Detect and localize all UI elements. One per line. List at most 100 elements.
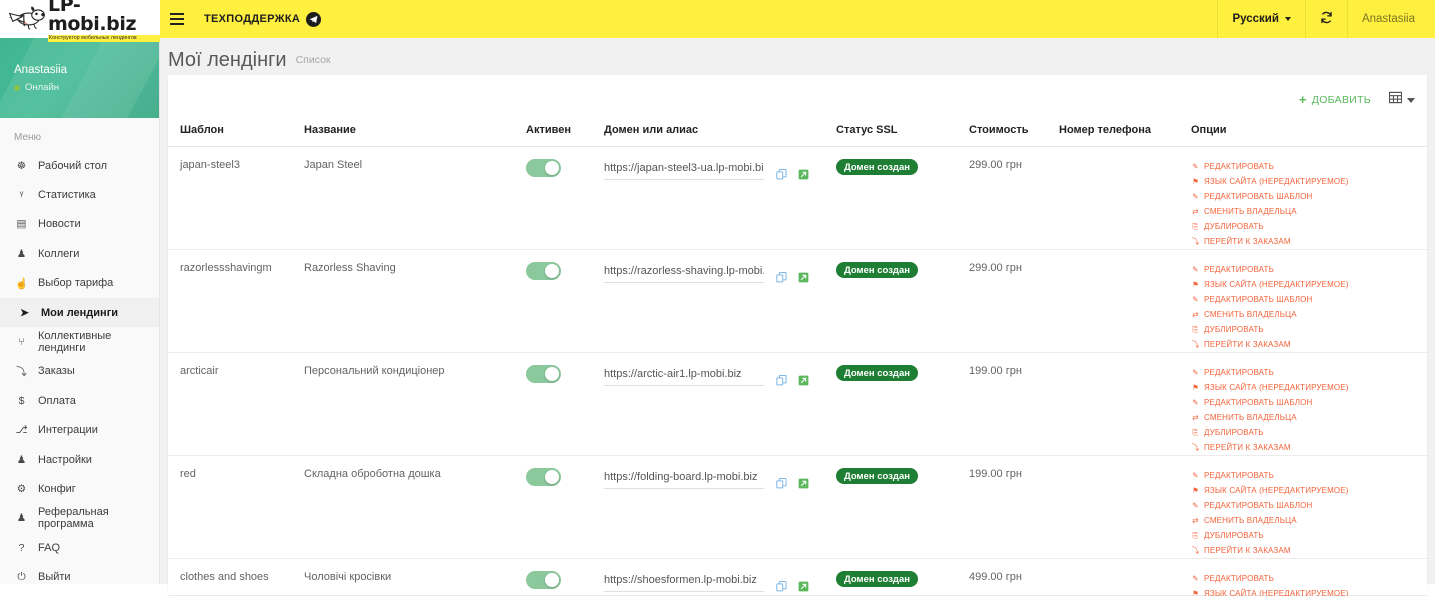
newspaper-icon: ▤ bbox=[14, 218, 29, 230]
sidebar-item-10[interactable]: ♟Настройки bbox=[0, 445, 159, 474]
share-icon: ⑂ bbox=[14, 336, 29, 348]
sidebar-item-4[interactable]: ☝Выбор тарифа bbox=[0, 269, 159, 298]
option-exchange-3[interactable]: ⇄СМЕНИТЬ ВЛАДЕЛЬЦА bbox=[1191, 204, 1427, 219]
active-toggle[interactable] bbox=[526, 159, 561, 177]
sidebar-item-14[interactable]: ⏻Выйти bbox=[0, 562, 159, 591]
sidebar-item-2[interactable]: ▤ Новости bbox=[0, 210, 159, 239]
user-gear-icon: ♟ bbox=[14, 454, 29, 466]
option-exchange-3[interactable]: ⇄СМЕНИТЬ ВЛАДЕЛЬЦА bbox=[1191, 410, 1427, 425]
copy-domain-icon[interactable] bbox=[776, 263, 787, 283]
sidebar-item-9[interactable]: ⎇Интеграции bbox=[0, 416, 159, 445]
flag-icon: ⚑ bbox=[1191, 483, 1200, 498]
option-edit-0[interactable]: ✎РЕДАКТИРОВАТЬ bbox=[1191, 468, 1427, 483]
active-toggle[interactable] bbox=[526, 365, 561, 383]
open-domain-icon[interactable] bbox=[798, 469, 809, 489]
open-domain-icon[interactable] bbox=[798, 263, 809, 283]
columns-toggle-button[interactable] bbox=[1389, 91, 1415, 109]
hamburger-icon[interactable] bbox=[160, 0, 194, 38]
copy-domain-icon[interactable] bbox=[776, 160, 787, 180]
sidebar-item-5[interactable]: ➤Мои лендинги bbox=[0, 298, 159, 327]
support-link[interactable]: ТЕХПОДДЕРЖКА bbox=[204, 12, 321, 27]
option-copy-4[interactable]: ⎘ДУБЛИРОВАТЬ bbox=[1191, 219, 1427, 234]
sidebar-item-3[interactable]: ♟Коллеги bbox=[0, 239, 159, 268]
sidebar-item-0[interactable]: ☸Рабочий стол bbox=[0, 151, 159, 180]
refresh-button[interactable] bbox=[1306, 0, 1347, 38]
option-cart-5[interactable]: ⤵ПЕРЕЙТИ К ЗАКАЗАМ bbox=[1191, 543, 1427, 558]
copy-domain-icon[interactable] bbox=[776, 469, 787, 489]
add-landing-button[interactable]: + ДОБАВИТЬ bbox=[1299, 94, 1371, 106]
option-exchange-3[interactable]: ⇄СМЕНИТЬ ВЛАДЕЛЬЦА bbox=[1191, 513, 1427, 528]
option-label: ЯЗЫК САЙТА (НЕРЕДАКТИРУЕМОЕ) bbox=[1204, 483, 1349, 498]
cell-options: ✎РЕДАКТИРОВАТЬ⚑ЯЗЫК САЙТА (НЕРЕДАКТИРУЕМ… bbox=[1191, 147, 1427, 250]
option-flag-1[interactable]: ⚑ ЯЗЫК САЙТА (НЕРЕДАКТИРУЕМОЕ) bbox=[1191, 483, 1427, 498]
option-edit-2[interactable]: ✎РЕДАКТИРОВАТЬ ШАБЛОН bbox=[1191, 498, 1427, 513]
open-domain-icon[interactable] bbox=[798, 572, 809, 592]
table-header-5: Стоимость bbox=[969, 124, 1059, 147]
domain-input[interactable] bbox=[604, 262, 764, 283]
option-copy-4[interactable]: ⎘ДУБЛИРОВАТЬ bbox=[1191, 425, 1427, 440]
option-label: СМЕНИТЬ ВЛАДЕЛЬЦА bbox=[1204, 204, 1297, 219]
cell-ssl-status: Домен создан bbox=[836, 559, 969, 596]
option-label: РЕДАКТИРОВАТЬ ШАБЛОН bbox=[1204, 189, 1312, 204]
option-label: РЕДАКТИРОВАТЬ bbox=[1204, 262, 1274, 277]
table-header-2: Активен bbox=[526, 124, 604, 147]
option-edit-2[interactable]: ✎РЕДАКТИРОВАТЬ ШАБЛОН bbox=[1191, 189, 1427, 204]
table-header-3: Домен или алиас bbox=[604, 124, 836, 147]
copy-domain-icon[interactable] bbox=[776, 572, 787, 592]
sidebar-item-11[interactable]: ⚙Конфиг bbox=[0, 474, 159, 503]
option-edit-0[interactable]: ✎РЕДАКТИРОВАТЬ bbox=[1191, 365, 1427, 380]
option-cart-5[interactable]: ⤵ПЕРЕЙТИ К ЗАКАЗАМ bbox=[1191, 234, 1427, 249]
option-exchange-3[interactable]: ⇄СМЕНИТЬ ВЛАДЕЛЬЦА bbox=[1191, 307, 1427, 322]
option-edit-0[interactable]: ✎РЕДАКТИРОВАТЬ bbox=[1191, 159, 1427, 174]
sidebar-item-7[interactable]: ⤵Заказы bbox=[0, 357, 159, 386]
copy-domain-icon[interactable] bbox=[776, 366, 787, 386]
option-flag-1[interactable]: ⚑ЯЗЫК САЙТА (НЕРЕДАКТИРУЕМОЕ) bbox=[1191, 380, 1427, 395]
sidebar-item-6[interactable]: ⑂Коллективные лендинги bbox=[0, 327, 159, 356]
option-cart-5[interactable]: ⤵ПЕРЕЙТИ К ЗАКАЗАМ bbox=[1191, 440, 1427, 455]
language-selector[interactable]: Русский bbox=[1218, 0, 1304, 38]
option-edit-2[interactable]: ✎РЕДАКТИРОВАТЬ ШАБЛОН bbox=[1191, 292, 1427, 307]
refresh-icon bbox=[1320, 11, 1333, 27]
logo[interactable]: LP-mobi.biz Конструктор мобильных лендин… bbox=[0, 0, 160, 38]
domain-input[interactable] bbox=[604, 468, 764, 489]
cell-template: clothes and shoes bbox=[168, 559, 304, 596]
option-edit-0[interactable]: ✎РЕДАКТИРОВАТЬ bbox=[1191, 262, 1427, 277]
sidebar-item-label: Мои лендинги bbox=[41, 307, 118, 319]
domain-input[interactable] bbox=[604, 365, 764, 386]
open-domain-icon[interactable] bbox=[798, 366, 809, 386]
sidebar-item-12[interactable]: ♟Реферальная программа bbox=[0, 504, 159, 533]
active-toggle[interactable] bbox=[526, 468, 561, 486]
option-label: РЕДАКТИРОВАТЬ bbox=[1204, 365, 1274, 380]
option-flag-1[interactable]: ⚑ЯЗЫК САЙТА (НЕРЕДАКТИРУЕМОЕ) bbox=[1191, 277, 1427, 292]
user-menu[interactable]: Anastasiia bbox=[1348, 0, 1435, 38]
domain-input[interactable] bbox=[604, 159, 764, 180]
sidebar-item-8[interactable]: $Оплата bbox=[0, 386, 159, 415]
cell-ssl-status: Домен создан bbox=[836, 147, 969, 250]
active-toggle[interactable] bbox=[526, 571, 561, 589]
sidebar-user-status: Онлайн bbox=[14, 82, 59, 93]
option-copy-4[interactable]: ⎘ДУБЛИРОВАТЬ bbox=[1191, 322, 1427, 337]
sidebar-item-label: Новости bbox=[38, 218, 81, 230]
sidebar-item-label: FAQ bbox=[38, 542, 60, 554]
domain-input[interactable] bbox=[604, 571, 764, 592]
sidebar-item-13[interactable]: ?FAQ bbox=[0, 533, 159, 562]
card-toolbar: + ДОБАВИТЬ bbox=[168, 76, 1427, 124]
open-domain-icon[interactable] bbox=[798, 160, 809, 180]
flag-icon: ⚑ bbox=[1191, 277, 1200, 292]
cell-name: Japan Steel bbox=[304, 147, 526, 250]
option-cart-5[interactable]: ⤵ПЕРЕЙТИ К ЗАКАЗАМ bbox=[1191, 337, 1427, 352]
flag-icon: ⚑ bbox=[1191, 586, 1200, 596]
option-flag-1[interactable]: ⚑ЯЗЫК САЙТА (НЕРЕДАКТИРУЕМОЕ) bbox=[1191, 174, 1427, 189]
option-copy-4[interactable]: ⎘ДУБЛИРОВАТЬ bbox=[1191, 528, 1427, 543]
option-edit-2[interactable]: ✎РЕДАКТИРОВАТЬ ШАБЛОН bbox=[1191, 395, 1427, 410]
option-flag-1[interactable]: ⚑ЯЗЫК САЙТА (НЕРЕДАКТИРУЕМОЕ) bbox=[1191, 586, 1427, 596]
user-plus-icon: ♟ bbox=[14, 512, 29, 524]
active-toggle[interactable] bbox=[526, 262, 561, 280]
status-badge: Домен создан bbox=[836, 571, 918, 587]
copy-icon: ⎘ bbox=[1191, 425, 1200, 440]
